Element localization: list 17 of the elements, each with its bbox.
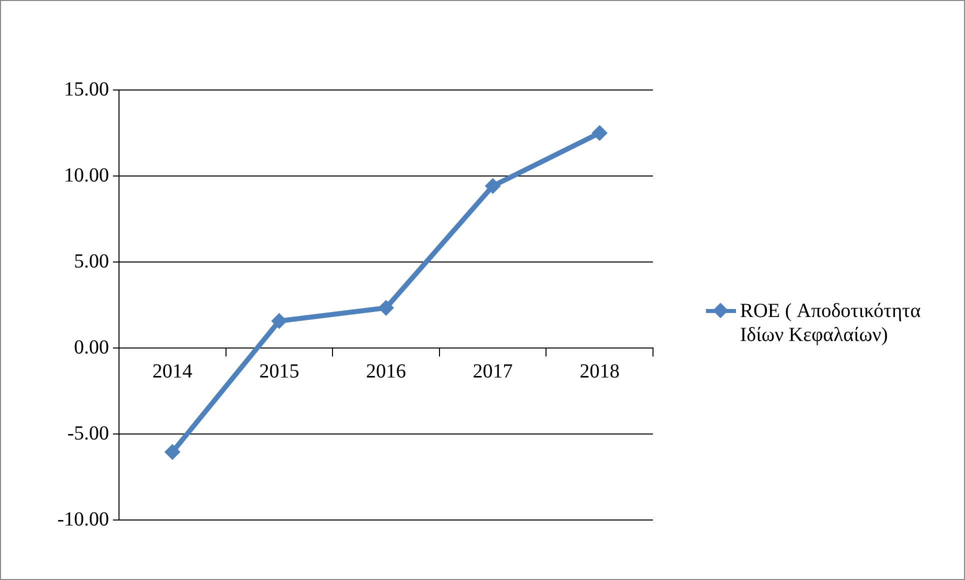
point [271, 312, 288, 329]
y-tick-label: -10.00 [57, 508, 109, 530]
legend-label: ROE ( Αποδοτικότητα Ιδίων Κεφαλαίων) [740, 299, 922, 347]
point [484, 178, 501, 194]
x-tick-label: 2016 [366, 360, 406, 382]
x-tick-label: 2017 [472, 360, 513, 382]
y-tick-label: 15.00 [64, 78, 109, 100]
y-tick-label: 5.00 [74, 250, 109, 272]
y-tick-label: -5.00 [67, 422, 109, 444]
y-tick-label: 0.00 [74, 336, 109, 358]
x-tick-label: 2014 [152, 360, 192, 382]
point [592, 125, 608, 141]
x-tick-label: 2018 [580, 360, 620, 382]
point [378, 300, 394, 316]
y-tick-label: 10.00 [64, 164, 109, 186]
x-tick-label: 2015 [259, 360, 300, 382]
point [164, 444, 180, 460]
